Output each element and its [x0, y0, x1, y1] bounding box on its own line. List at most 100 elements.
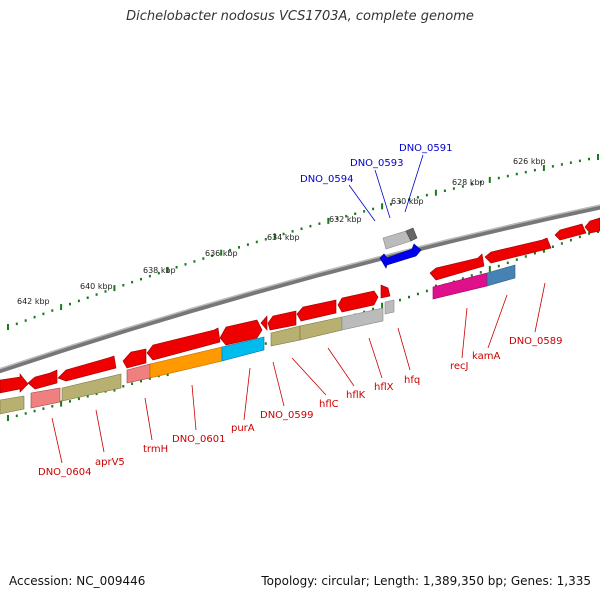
- label-hflx: hflX: [374, 382, 394, 393]
- minor-tick: [95, 392, 98, 396]
- scale-label-628: 628 kbp: [452, 178, 485, 187]
- minor-tick: [202, 257, 205, 260]
- gene-arrow: [260, 315, 268, 331]
- minor-tick: [33, 409, 36, 413]
- leader-line: [368, 337, 383, 379]
- minor-tick: [588, 232, 590, 235]
- gene-dno-0591: [405, 227, 418, 242]
- minor-tick: [184, 263, 187, 266]
- gene-bar: [61, 373, 122, 402]
- major-tick: [434, 189, 437, 196]
- label-recj: recJ: [450, 361, 469, 372]
- minor-tick: [470, 183, 473, 186]
- minor-tick: [24, 412, 27, 415]
- major-tick: [542, 165, 545, 171]
- gene-arrow: [57, 355, 117, 382]
- minor-tick: [15, 322, 18, 326]
- major-tick: [166, 266, 169, 273]
- backbone-highlight: [0, 204, 600, 370]
- minor-tick: [131, 382, 134, 385]
- gene-arrow: [146, 327, 221, 361]
- minor-tick: [238, 246, 240, 249]
- label-kama: kamA: [472, 351, 500, 362]
- gene-bar: [341, 307, 384, 331]
- minor-tick: [452, 187, 455, 190]
- minor-tick: [515, 172, 518, 176]
- minor-tick: [416, 196, 419, 199]
- topology-summary: Topology: circular; Length: 1,389,350 bp…: [261, 574, 591, 588]
- minor-tick: [140, 277, 142, 281]
- minor-tick: [390, 203, 392, 206]
- leader-line: [144, 397, 153, 441]
- minor-tick: [416, 292, 419, 296]
- minor-tick: [77, 397, 80, 401]
- label-dno-0591: DNO_0591: [399, 143, 453, 154]
- gene-arrow: [554, 223, 587, 241]
- minor-tick: [578, 235, 581, 239]
- minor-tick: [122, 284, 125, 287]
- label-dno-0589: DNO_0589: [509, 336, 563, 347]
- minor-tick: [122, 385, 125, 388]
- minor-tick: [24, 319, 27, 322]
- highlight-annotations: DNO_0594 DNO_0593 DNO_0591: [300, 143, 453, 222]
- gene-arrow: [0, 373, 29, 394]
- scale-label-626: 626 kbp: [513, 157, 546, 166]
- gene-arrow: [296, 299, 337, 322]
- label-dno-0593: DNO_0593: [350, 158, 404, 169]
- reverse-strand-genes: [0, 264, 516, 415]
- accession-text: Accession: NC_009446: [9, 574, 146, 588]
- minor-tick: [399, 200, 401, 204]
- minor-tick: [443, 189, 446, 192]
- minor-tick: [104, 290, 107, 293]
- minor-tick: [461, 277, 464, 280]
- leader-line: [291, 357, 327, 396]
- minor-tick: [569, 238, 572, 242]
- minor-tick: [533, 252, 536, 255]
- minor-tick: [560, 163, 563, 166]
- minor-tick: [148, 274, 151, 278]
- leader-line: [95, 409, 105, 453]
- highlighted-genes: [379, 227, 422, 269]
- leader-line: [272, 361, 285, 407]
- label-hflk: hflK: [346, 390, 366, 401]
- minor-tick: [131, 280, 134, 284]
- major-tick: [7, 415, 9, 421]
- minor-tick: [497, 264, 500, 268]
- minor-tick: [569, 161, 572, 164]
- leader-line: [404, 154, 424, 213]
- minor-tick: [479, 180, 482, 184]
- minor-tick: [551, 165, 554, 168]
- major-tick: [113, 285, 116, 292]
- minor-tick: [578, 159, 581, 163]
- scale-label-638: 638 kbp: [143, 266, 176, 275]
- minor-tick: [479, 271, 482, 274]
- minor-tick: [497, 176, 500, 180]
- major-tick: [488, 176, 491, 183]
- minor-tick: [255, 240, 258, 244]
- minor-tick: [336, 217, 339, 220]
- label-dno-0599: DNO_0599: [260, 410, 314, 421]
- minor-tick: [264, 238, 267, 241]
- minor-tick: [515, 258, 518, 261]
- map-title: Dichelobacter nodosus VCS1703A, complete…: [126, 9, 474, 24]
- minor-tick: [157, 271, 160, 275]
- minor-tick: [425, 289, 428, 293]
- minor-tick: [291, 230, 294, 233]
- leader-line: [374, 169, 391, 219]
- leader-line: [461, 307, 468, 359]
- minor-tick: [264, 342, 267, 345]
- leader-line: [487, 294, 508, 349]
- gene-dno-0594: [382, 230, 412, 250]
- minor-tick: [309, 224, 312, 228]
- minor-tick: [229, 248, 232, 252]
- minor-tick: [86, 296, 89, 299]
- minor-tick: [551, 245, 554, 248]
- minor-tick: [524, 170, 527, 174]
- minor-tick: [69, 400, 71, 403]
- leader-line: [348, 184, 376, 222]
- leader-line: [51, 417, 63, 464]
- minor-tick: [95, 293, 98, 296]
- minor-tick: [69, 302, 71, 306]
- label-pura: purA: [231, 423, 255, 434]
